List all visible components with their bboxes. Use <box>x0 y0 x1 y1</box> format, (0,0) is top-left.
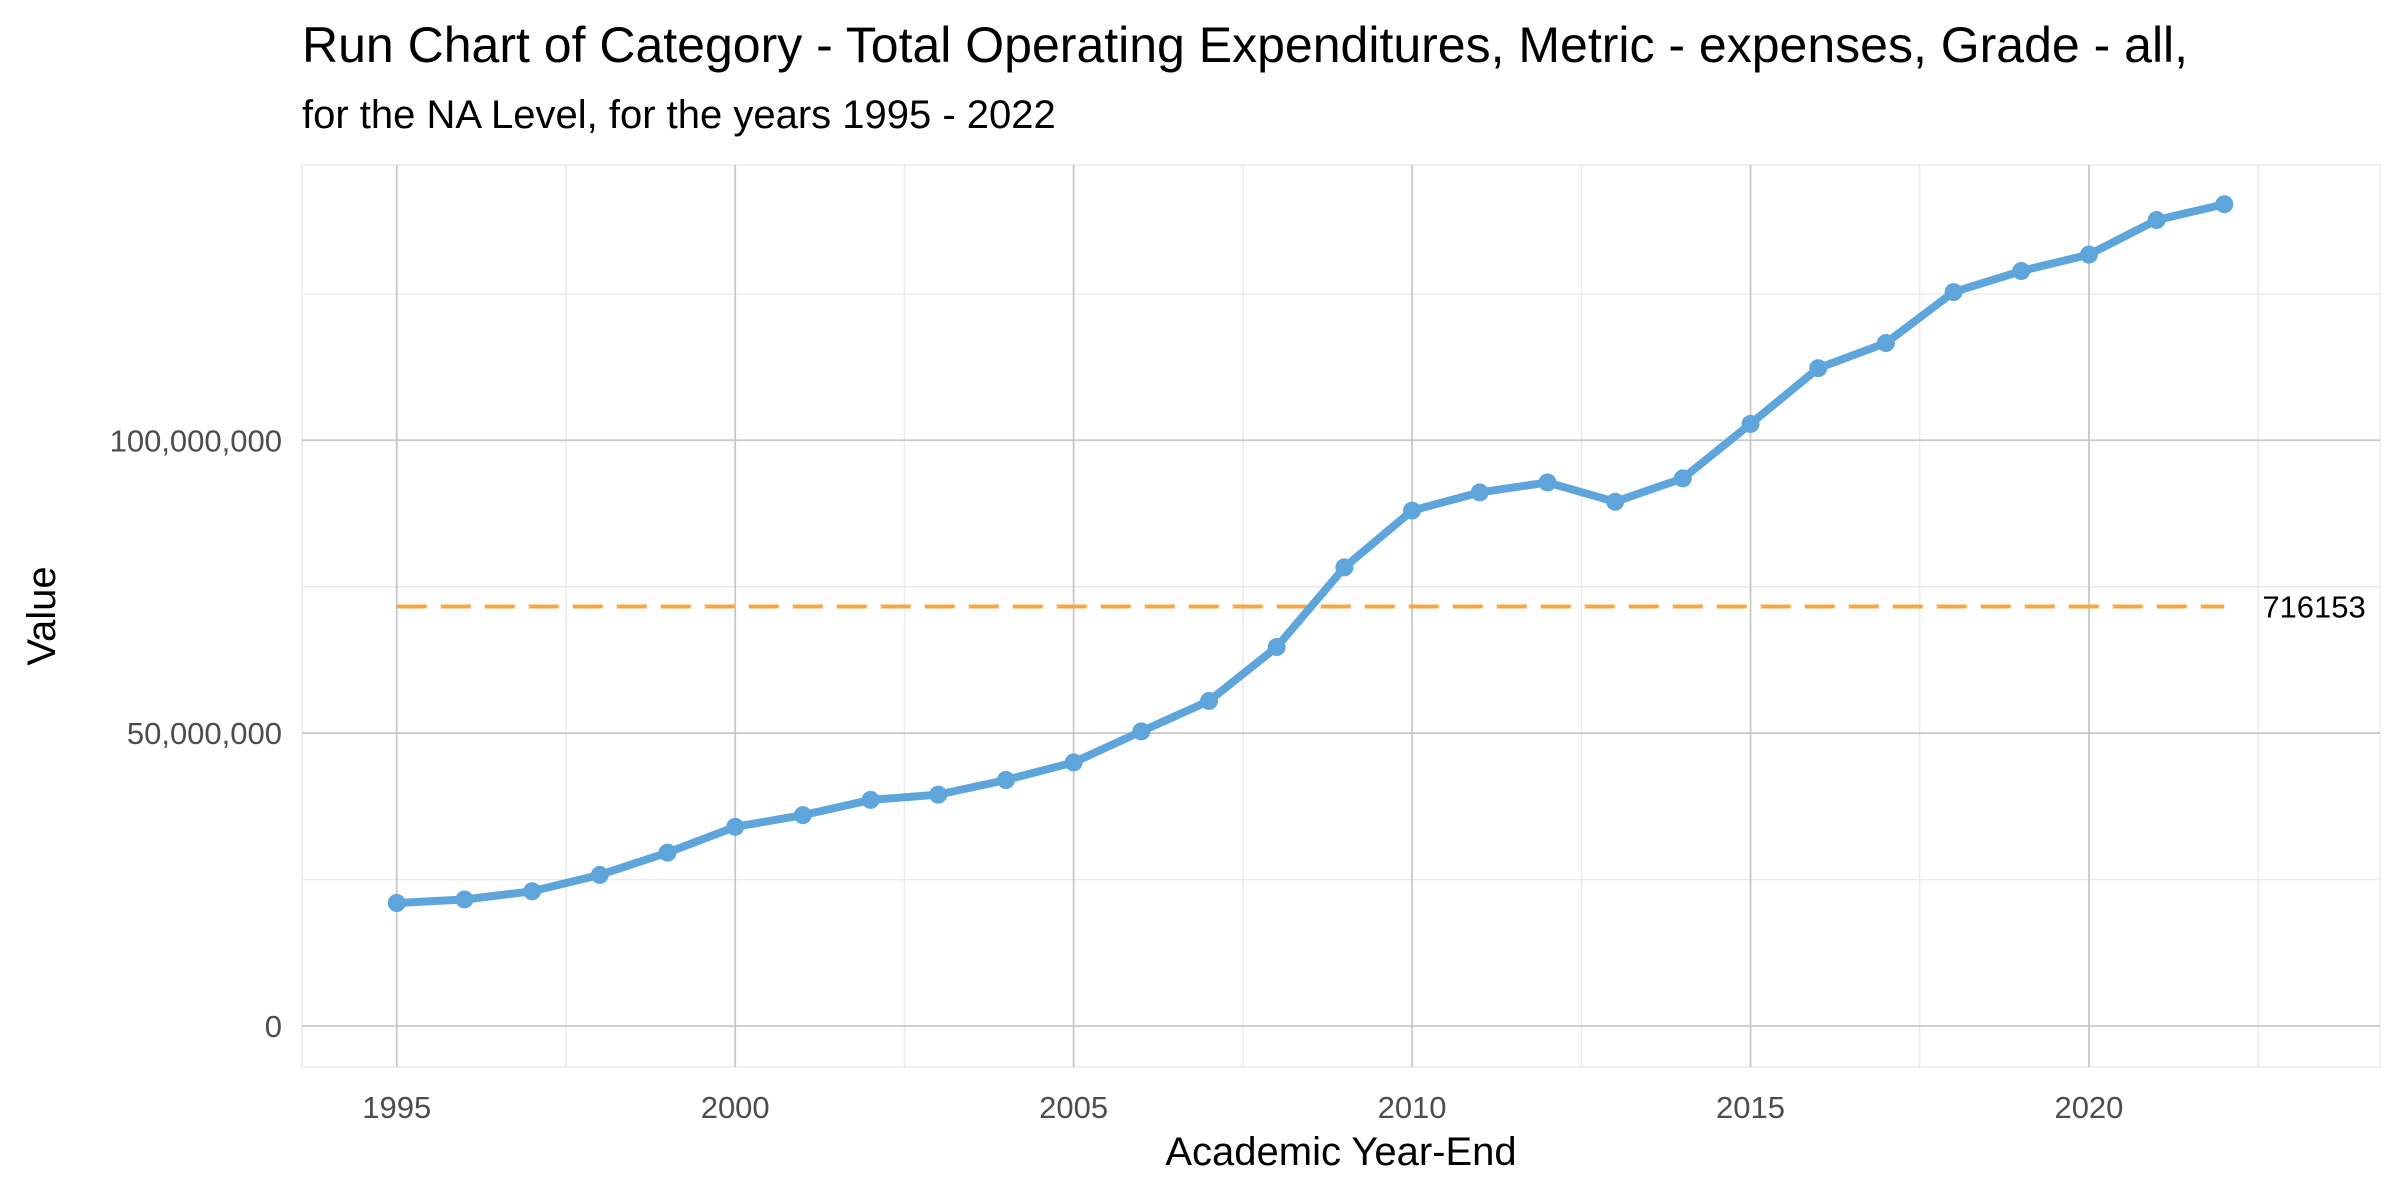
data-point <box>590 865 609 884</box>
data-points <box>387 195 2234 912</box>
data-point <box>455 890 474 909</box>
data-point <box>1470 483 1489 502</box>
data-point <box>2079 245 2098 264</box>
data-point <box>726 817 745 836</box>
reference-line-label: 716153 <box>2262 590 2365 625</box>
data-point <box>1944 283 1963 302</box>
x-tick-label: 2005 <box>1039 1090 1108 1125</box>
x-tick-label: 1995 <box>362 1090 431 1125</box>
data-point <box>929 785 948 804</box>
x-axis-title: Academic Year-End <box>1165 1130 1516 1174</box>
chart-subtitle: for the NA Level, for the years 1995 - 2… <box>302 93 1056 137</box>
data-point <box>1538 473 1557 492</box>
data-point <box>1606 492 1625 511</box>
data-point <box>387 894 406 912</box>
x-tick-label: 2015 <box>1716 1090 1785 1125</box>
y-axis-title: Value <box>20 566 64 665</box>
data-point <box>1132 722 1151 741</box>
chart-title: Run Chart of Category - Total Operating … <box>302 17 2188 73</box>
y-tick-label: 100,000,000 <box>110 423 282 458</box>
y-tick-label: 50,000,000 <box>127 716 282 751</box>
data-point <box>861 790 880 809</box>
data-point <box>1876 334 1895 353</box>
y-tick-label: 0 <box>265 1009 282 1044</box>
data-point <box>1200 691 1219 710</box>
series-line <box>392 200 2229 907</box>
data-point <box>523 882 542 901</box>
data-point <box>2147 211 2166 230</box>
data-point <box>1809 359 1828 378</box>
major-gridlines <box>302 165 2380 1067</box>
data-point <box>1673 469 1692 488</box>
data-point <box>793 806 812 825</box>
x-tick-label: 2000 <box>701 1090 770 1125</box>
data-point <box>1403 501 1422 520</box>
data-point <box>1741 414 1760 433</box>
data-point <box>2215 195 2234 214</box>
x-tick-label: 2010 <box>1378 1090 1447 1125</box>
minor-gridlines <box>302 165 2380 1067</box>
data-point <box>1335 558 1354 577</box>
data-point <box>2012 262 2031 281</box>
data-point <box>996 771 1015 789</box>
data-point <box>1267 638 1286 657</box>
plot-panel <box>301 164 2381 1068</box>
data-point <box>658 843 677 862</box>
y-axis-tick-labels: 0 50,000,000 100,000,000 <box>110 423 282 1044</box>
x-axis-tick-labels: 1995 2000 2005 2010 2015 2020 <box>362 1090 2123 1125</box>
data-point <box>1064 753 1083 772</box>
x-tick-label: 2020 <box>2054 1090 2123 1125</box>
